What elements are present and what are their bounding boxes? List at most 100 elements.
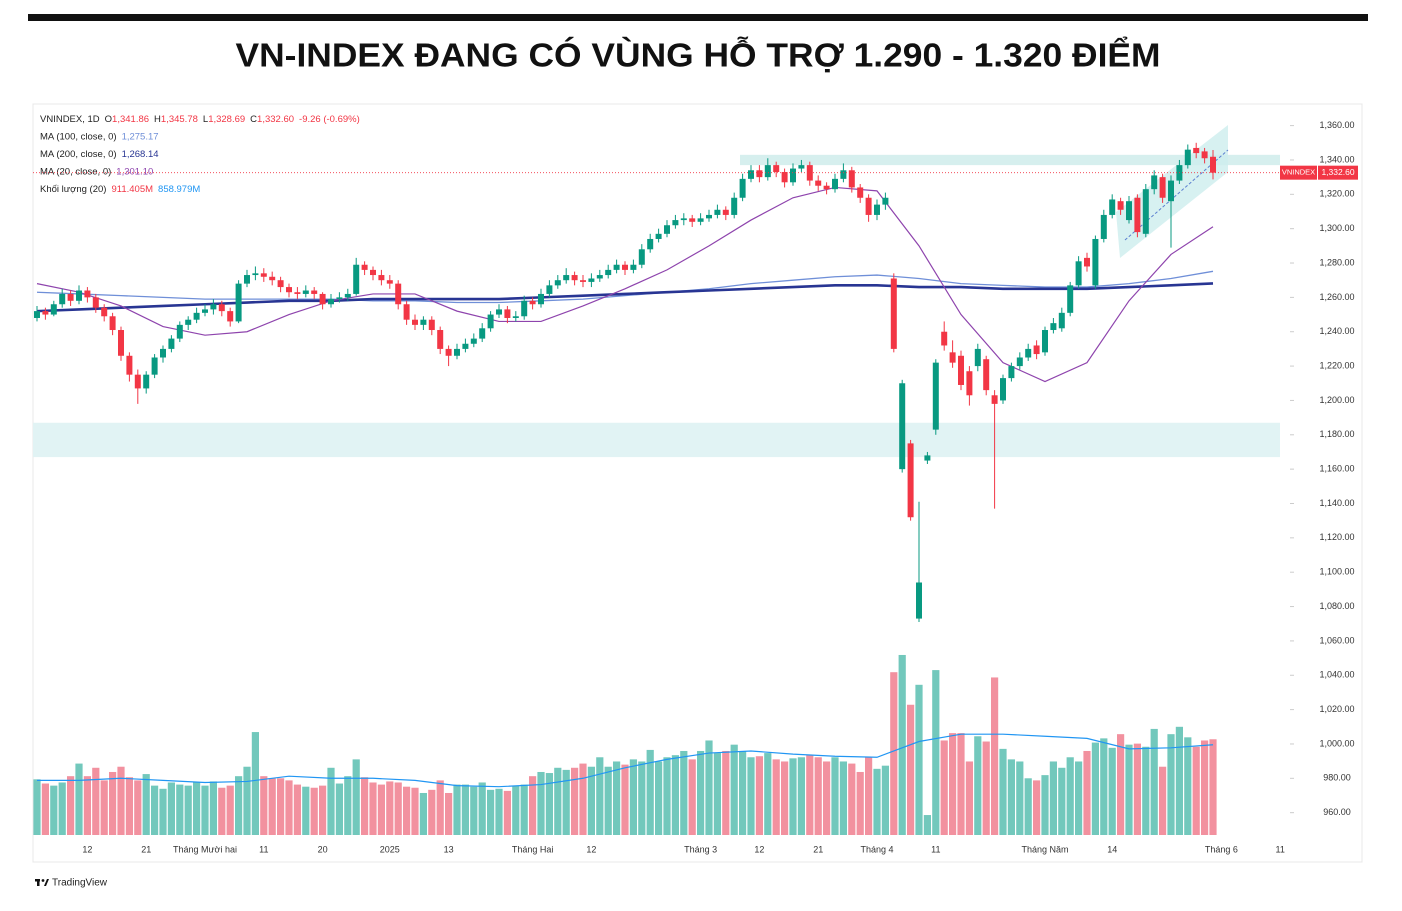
legend-value: 1,341.86 (112, 114, 149, 125)
volume-bar (680, 750, 688, 835)
volume-bar (991, 677, 999, 835)
legend-row: VNINDEX, 1D O1,341.86 H1,345.78 L1,328.69 C1… (40, 114, 360, 125)
volume-bar (705, 740, 713, 835)
price-tag-name: VNINDEX (1282, 168, 1315, 177)
logo-part (41, 879, 45, 882)
volume-bar (596, 757, 604, 835)
volume-bar (310, 787, 318, 835)
candle-body (428, 319, 435, 331)
volume-bar (739, 750, 747, 835)
candle-body (185, 319, 192, 325)
volume-bar (949, 733, 957, 835)
volume-bar (755, 756, 763, 835)
legend-value: 911.405M (111, 184, 153, 195)
volume-bar (688, 759, 696, 835)
candle-body (1134, 197, 1141, 233)
y-tick-label: 1,320.00 (1319, 189, 1354, 199)
volume-bar (344, 776, 352, 835)
candle-body (260, 273, 267, 277)
candle-body (949, 352, 956, 363)
volume-bar (520, 784, 528, 835)
volume-bar (655, 761, 663, 835)
x-tick-label: Tháng 3 (684, 844, 717, 854)
x-tick-label: Tháng 6 (1205, 844, 1238, 854)
zones (33, 154, 1280, 458)
volume-bar (881, 765, 889, 835)
candle-body (899, 383, 906, 470)
candle-body (907, 443, 914, 518)
volume-bar (730, 744, 738, 835)
legend-value: 858.979M (158, 184, 200, 195)
candle-body (1092, 238, 1099, 286)
volume-bar (1100, 738, 1108, 835)
candle-body (991, 395, 998, 404)
volume-bar (907, 704, 915, 835)
volume-bar (293, 784, 301, 835)
volume-bar (260, 776, 268, 835)
candle-body (1184, 149, 1191, 166)
candle-body (874, 204, 880, 215)
volume-bar (302, 786, 310, 835)
candle-body (1075, 261, 1082, 286)
volume-bar (1133, 743, 1141, 835)
x-tick-label: Tháng Mười hai (173, 844, 237, 854)
candle-body (420, 319, 427, 325)
volume-bar (865, 757, 873, 835)
volume-bar (1033, 780, 1041, 835)
candle-body (462, 343, 469, 349)
volume-bar (764, 753, 772, 835)
volume-bar (394, 782, 402, 835)
candle-body (722, 209, 729, 215)
volume-bar (789, 758, 797, 835)
candle-body (563, 275, 570, 281)
candle-body (924, 455, 931, 461)
candle-body (487, 314, 494, 329)
candle-body (302, 290, 309, 294)
volume-bar (1167, 734, 1175, 835)
volume-bar (142, 774, 150, 835)
candle-body (748, 170, 754, 179)
legend-key: C (250, 114, 257, 125)
candle-body (739, 178, 746, 198)
candle-body (689, 218, 696, 222)
volume-bar (243, 766, 251, 835)
volume-bar (436, 780, 444, 835)
volume-bar (982, 741, 990, 835)
legend-label: VNINDEX, 1D (40, 114, 100, 125)
candle-body (865, 197, 872, 215)
volume-bar (722, 750, 730, 835)
candle-body (554, 280, 561, 286)
candle-body (1042, 330, 1048, 353)
candle-body (622, 264, 628, 270)
candle-body (126, 355, 133, 375)
volume-bar (806, 755, 814, 835)
candle-body (1109, 199, 1116, 215)
volume-bar (1024, 778, 1032, 835)
candle-body (202, 309, 208, 313)
volume-bar (671, 755, 679, 835)
volume-bar (839, 761, 847, 835)
candle-body (655, 233, 662, 239)
candle-body (647, 238, 654, 250)
candle-body (134, 374, 141, 389)
volume-bar (209, 781, 217, 835)
x-tick-label: 13 (444, 844, 454, 854)
y-tick-label: 1,240.00 (1319, 326, 1354, 336)
logo-part (37, 879, 40, 886)
volume-bar (823, 761, 831, 835)
volume-bar (848, 763, 856, 835)
y-tick-label: 1,260.00 (1319, 292, 1354, 302)
candle-body (328, 299, 334, 305)
volume-bar (965, 761, 973, 835)
volume-bar (1159, 766, 1167, 835)
candle-body (706, 214, 712, 219)
candle-body (311, 290, 318, 294)
candle-body (504, 309, 511, 318)
volume-bar (1142, 746, 1150, 835)
volume-bar (923, 815, 931, 835)
y-tick-label: 1,020.00 (1319, 704, 1354, 714)
x-tick-label: Tháng Hai (512, 844, 554, 854)
volume-bar (1066, 757, 1074, 835)
x-tick-label: 11 (931, 844, 940, 854)
